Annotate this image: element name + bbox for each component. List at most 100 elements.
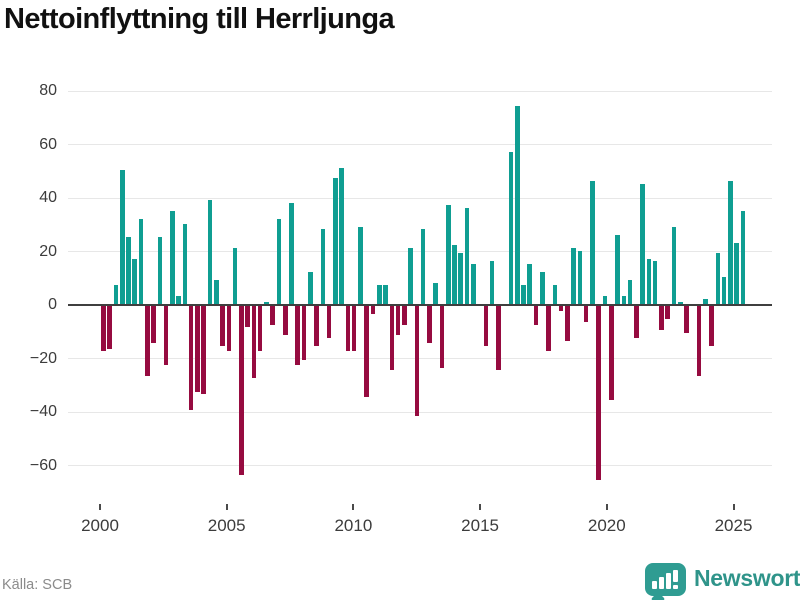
- bar[interactable]: [326, 306, 332, 339]
- bar[interactable]: [333, 178, 338, 305]
- bar[interactable]: [420, 229, 426, 305]
- bar[interactable]: [276, 218, 282, 305]
- bar[interactable]: [270, 306, 275, 325]
- bar[interactable]: [170, 210, 175, 305]
- bar[interactable]: [207, 199, 213, 305]
- bar[interactable]: [151, 306, 156, 344]
- bar[interactable]: [289, 202, 294, 305]
- bar[interactable]: [458, 253, 464, 305]
- bar[interactable]: [395, 306, 401, 336]
- bar[interactable]: [627, 280, 633, 305]
- bar[interactable]: [195, 306, 200, 392]
- bar[interactable]: [571, 248, 576, 305]
- bar[interactable]: [590, 181, 595, 305]
- bar[interactable]: [257, 306, 263, 352]
- bar[interactable]: [684, 306, 689, 333]
- bar[interactable]: [489, 261, 495, 305]
- bar[interactable]: [220, 306, 225, 347]
- bar[interactable]: [546, 306, 551, 352]
- bar[interactable]: [715, 253, 721, 305]
- bar[interactable]: [445, 205, 451, 305]
- bar[interactable]: [339, 167, 344, 305]
- bar[interactable]: [508, 151, 514, 305]
- bar[interactable]: [521, 285, 526, 305]
- bar[interactable]: [527, 264, 533, 305]
- bar[interactable]: [652, 261, 658, 305]
- bar[interactable]: [245, 306, 250, 328]
- bar[interactable]: [163, 306, 169, 365]
- bar[interactable]: [696, 306, 702, 376]
- bar[interactable]: [345, 306, 351, 352]
- bar[interactable]: [602, 296, 608, 305]
- bar[interactable]: [157, 237, 163, 305]
- bar[interactable]: [703, 298, 708, 305]
- bar[interactable]: [615, 234, 620, 305]
- bar[interactable]: [640, 183, 645, 305]
- bar[interactable]: [583, 306, 589, 323]
- bar[interactable]: [364, 306, 370, 397]
- bar[interactable]: [452, 245, 457, 305]
- bar[interactable]: [740, 210, 746, 305]
- bar[interactable]: [182, 223, 188, 305]
- bar[interactable]: [558, 306, 564, 312]
- bar[interactable]: [533, 306, 539, 325]
- bar[interactable]: [734, 242, 739, 305]
- bar[interactable]: [596, 306, 602, 480]
- newsworthy-logo[interactable]: Newsworthy: [643, 561, 800, 600]
- bar[interactable]: [144, 306, 150, 376]
- bar[interactable]: [264, 301, 269, 305]
- bar[interactable]: [107, 306, 112, 349]
- bar[interactable]: [402, 306, 407, 325]
- bar[interactable]: [383, 285, 388, 305]
- bar[interactable]: [351, 306, 357, 352]
- bar[interactable]: [677, 301, 683, 305]
- bar[interactable]: [514, 106, 520, 305]
- bar[interactable]: [464, 207, 470, 305]
- bar[interactable]: [665, 306, 670, 320]
- bar[interactable]: [433, 282, 438, 305]
- bar[interactable]: [282, 306, 288, 336]
- bar[interactable]: [308, 272, 313, 305]
- bar[interactable]: [439, 306, 445, 368]
- bar[interactable]: [671, 226, 677, 305]
- bar[interactable]: [721, 277, 727, 305]
- bar[interactable]: [577, 250, 583, 305]
- bar[interactable]: [621, 296, 627, 305]
- bar[interactable]: [427, 306, 432, 344]
- bar[interactable]: [314, 306, 319, 347]
- bar[interactable]: [646, 258, 652, 305]
- bar[interactable]: [728, 181, 733, 305]
- bar[interactable]: [119, 170, 125, 305]
- bar[interactable]: [565, 306, 570, 341]
- bar[interactable]: [213, 280, 219, 305]
- bar[interactable]: [232, 248, 238, 305]
- bar[interactable]: [101, 306, 106, 352]
- bar[interactable]: [389, 306, 395, 371]
- bar[interactable]: [113, 285, 119, 305]
- bar[interactable]: [376, 285, 382, 305]
- bar[interactable]: [483, 306, 489, 347]
- bar[interactable]: [176, 296, 181, 305]
- bar[interactable]: [188, 306, 194, 411]
- bar[interactable]: [552, 285, 558, 305]
- bar[interactable]: [370, 306, 376, 315]
- bar[interactable]: [659, 306, 664, 331]
- bar[interactable]: [201, 306, 206, 395]
- bar[interactable]: [709, 306, 714, 347]
- bar[interactable]: [126, 237, 131, 305]
- bar[interactable]: [540, 272, 545, 305]
- bar[interactable]: [138, 218, 144, 305]
- bar[interactable]: [634, 306, 639, 339]
- bar[interactable]: [295, 306, 301, 365]
- bar[interactable]: [301, 306, 307, 360]
- bar[interactable]: [132, 258, 138, 305]
- bar[interactable]: [226, 306, 232, 352]
- bar[interactable]: [471, 264, 476, 305]
- bar[interactable]: [414, 306, 420, 416]
- bar[interactable]: [239, 306, 244, 475]
- bar[interactable]: [358, 226, 363, 305]
- bar[interactable]: [408, 248, 413, 305]
- bar[interactable]: [608, 306, 614, 400]
- bar[interactable]: [320, 229, 326, 305]
- bar[interactable]: [496, 306, 501, 371]
